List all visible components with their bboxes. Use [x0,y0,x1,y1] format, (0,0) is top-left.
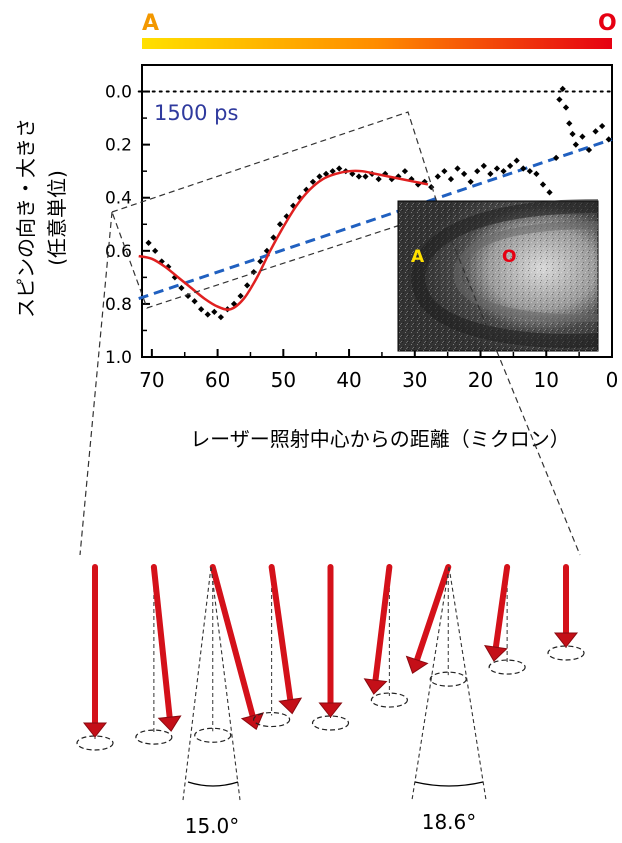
angle-label-2: 18.6° [422,810,477,834]
x-tick-label: 50 [271,368,296,392]
data-point [145,239,152,246]
y-tick-label: 0.8 [105,295,132,315]
y-axis-label: スピンの向き・大きさ (任意単位) [14,118,69,318]
spin-arrow-head [318,702,343,718]
spin-arrow-shaft [413,564,452,663]
angle2-arc [414,781,484,787]
y-axis-label-line1: スピンの向き・大きさ [14,118,38,318]
y-tick-label: 1.0 [105,348,132,368]
spin-arrow [405,564,467,687]
data-point [500,168,507,175]
time-annotation: 1500 ps [154,101,238,125]
spin-arrow [76,564,114,751]
spin-arrow-shaft [372,564,393,684]
gradient-bar-fill [142,38,612,49]
angle2-left [411,566,450,801]
data-point [559,85,566,93]
x-axis: 70 60 50 40 30 20 10 0 [139,349,618,392]
spin-arrow [253,564,303,728]
x-tick-label: 10 [534,368,559,392]
angle-annotations: 15.0° 18.6° [182,566,487,838]
angle1-left [182,566,212,801]
spin-arrow [484,564,526,675]
zoom-line-left [79,211,113,556]
fit-curve [138,169,429,311]
x-tick-label: 40 [336,368,361,392]
data-point [257,258,264,265]
inset-image: A O [397,199,599,352]
data-point [178,284,185,292]
spin-precession-ellipse [253,711,291,728]
y-axis: 0.00.20.40.60.81.0 [105,83,150,368]
inset-ring-inner [453,221,599,323]
trend-line-path [138,137,613,301]
data-point [474,168,481,175]
spin-precession-ellipse [488,659,526,675]
spin-arrow [363,564,408,708]
data-point [401,168,409,175]
spin-precession-ellipse [370,692,408,708]
spin-arrow [547,564,585,661]
x-axis-label: レーザー照射中心からの距離（ミクロン） [190,427,570,451]
spin-arrow [311,564,350,731]
spin-arrow-shaft [492,564,511,651]
data-point [441,168,448,175]
spin-arrow-head [278,697,303,715]
spin-arrow-head [484,645,508,662]
spin-precession-ellipse [194,727,232,743]
spin-arrow [194,564,265,743]
spin-arrow-head [157,715,182,732]
spin-arrow-head [82,722,108,738]
angle2-right [448,566,487,801]
spin-arrow-head [553,632,579,648]
y-tick-label: 0.4 [105,189,132,209]
data-point [599,122,606,130]
spin-precession-ellipse [135,729,173,745]
x-tick-label: 30 [402,368,427,392]
angle1-right [210,566,241,801]
data-point [566,120,573,127]
x-tick-label: 20 [468,368,493,392]
spin-arrow-head [240,712,265,731]
spin-arrows [76,564,585,751]
spin-precession-ellipse [429,671,467,687]
inset-label-a: A [411,247,425,267]
spin-arrow-shaft [268,564,294,703]
spin-arrow-head [405,655,429,674]
y-tick-label: 0.0 [105,83,132,103]
x-tick-label: 0 [606,368,619,392]
spin-arrow-head [363,678,388,695]
data-point [447,176,455,183]
zoom-line-right [439,211,581,556]
data-point [329,168,336,175]
data-point [191,298,198,305]
gradient-bar: A O [142,11,617,49]
x-tick-label: 60 [205,368,230,392]
spin-precession-ellipse [76,735,114,751]
y-tick-label: 0.2 [105,136,132,156]
y-axis-label-line2: (任意単位) [45,170,69,266]
spin-arrow-shaft [150,564,173,721]
angle1-arc [187,781,239,787]
angle-label-1: 15.0° [185,814,240,838]
spin-arrow [135,564,182,745]
plot-area: 0.00.20.40.60.81.0 70 60 50 40 30 20 10 0 1500 … [105,64,618,392]
spin-precession-ellipse [311,715,350,731]
gradient-label-a: A [142,11,159,36]
spin-precession-ellipse [547,645,585,661]
fit-curve-path [138,169,429,311]
data-point [152,247,159,254]
spin-arrow-shaft [209,564,256,719]
trend-line [138,137,613,301]
x-tick-label: 70 [139,368,164,392]
gradient-label-o: O [598,11,617,36]
data-point [375,176,382,183]
inset-dark-ring [411,199,599,348]
inset-label-o: O [502,247,516,267]
